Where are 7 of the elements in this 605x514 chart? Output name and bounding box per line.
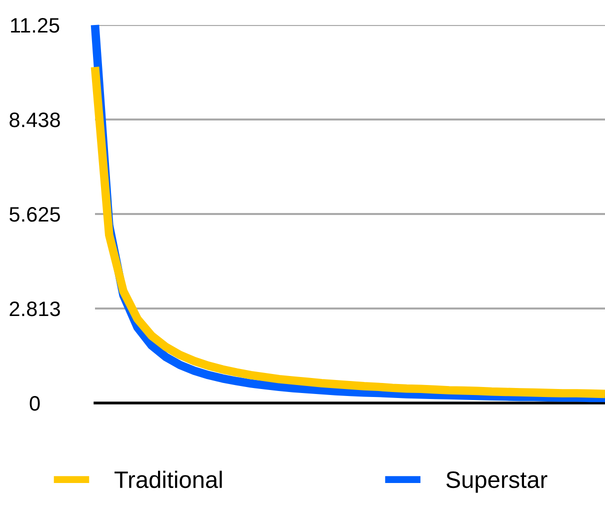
- y-tick-label: 11.25: [11, 18, 60, 33]
- y-tick-label: 0: [30, 396, 40, 411]
- legend-label: Traditional: [114, 470, 222, 488]
- y-tick-label: 5.625: [10, 207, 60, 222]
- y-tick-label: 2.813: [10, 301, 60, 316]
- y-tick-label: 8.438: [10, 112, 60, 128]
- legend-label: Superstar: [446, 471, 548, 493]
